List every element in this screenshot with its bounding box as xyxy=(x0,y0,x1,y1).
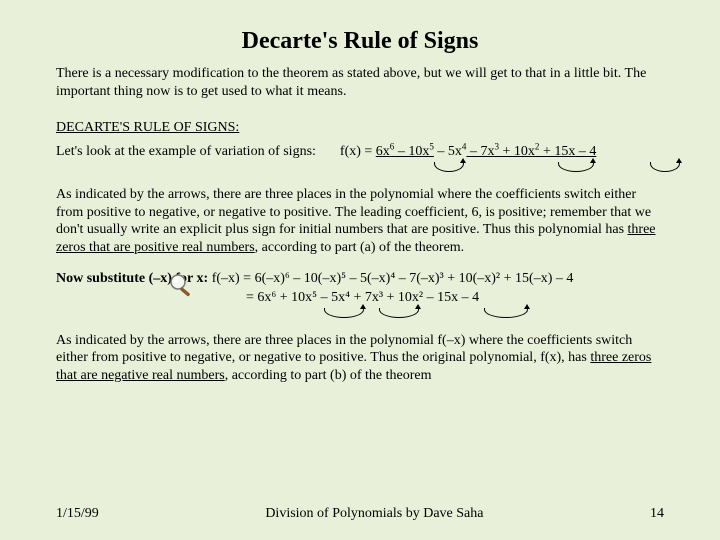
intro-paragraph: There is a necessary modification to the… xyxy=(56,65,664,100)
term-3: – 5x4 xyxy=(434,144,467,159)
sub-line2-lhs: = xyxy=(246,290,254,305)
polynomial-fmx: 6x⁶ + 10x⁵ – 5x⁴ + 7x³ + 10x² – 15x – 4 xyxy=(254,290,479,305)
para2a: As indicated by the arrows, there are th… xyxy=(56,333,632,366)
footer-date: 1/15/99 xyxy=(56,506,99,522)
para1a: As indicated by the arrows, there are th… xyxy=(56,187,651,237)
paragraph-2: As indicated by the arrows, there are th… xyxy=(56,332,664,385)
term-5: + 10x2 xyxy=(499,144,539,159)
term-4: – 7x3 xyxy=(466,144,499,159)
sub-label: Now substitute (–x) for x: xyxy=(56,271,208,286)
term-6: + 15x xyxy=(539,144,575,159)
polynomial-fx: f(x) = 6x6 – 10x5 – 5x4 – 7x3 + 10x2 + 1… xyxy=(340,144,596,160)
fx-lhs: f(x) = xyxy=(340,144,376,159)
footer-center: Division of Polynomials by Dave Saha xyxy=(244,506,504,522)
example-label: Let's look at the example of variation o… xyxy=(56,144,316,160)
paragraph-1: As indicated by the arrows, there are th… xyxy=(56,186,664,256)
example-row: Let's look at the example of variation o… xyxy=(56,144,664,160)
sub-line1-rhs: 6(–x)⁶ – 10(–x)⁵ – 5(–x)⁴ – 7(–x)³ + 10(… xyxy=(251,271,573,286)
rule-heading: DECARTE'S RULE OF SIGNS: xyxy=(56,120,664,136)
footer-page: 14 xyxy=(650,506,664,522)
page-title: Decarte's Rule of Signs xyxy=(56,28,664,55)
term-1: 6x6 xyxy=(376,144,395,159)
sign-arcs-fmx xyxy=(264,308,664,322)
sign-arcs-fx xyxy=(426,162,664,176)
substitution-block: Now substitute (–x) for x: f(–x) = 6(–x)… xyxy=(56,270,664,308)
term-2: – 10x5 xyxy=(394,144,434,159)
sub-line1-lhs: f(–x) = xyxy=(208,271,251,286)
para2b: , according to part (b) of the theorem xyxy=(225,368,432,383)
term-7: – 4 xyxy=(575,144,596,159)
footer: 1/15/99 Division of Polynomials by Dave … xyxy=(56,506,664,522)
para1b: , according to part (a) of the theorem. xyxy=(255,240,465,255)
